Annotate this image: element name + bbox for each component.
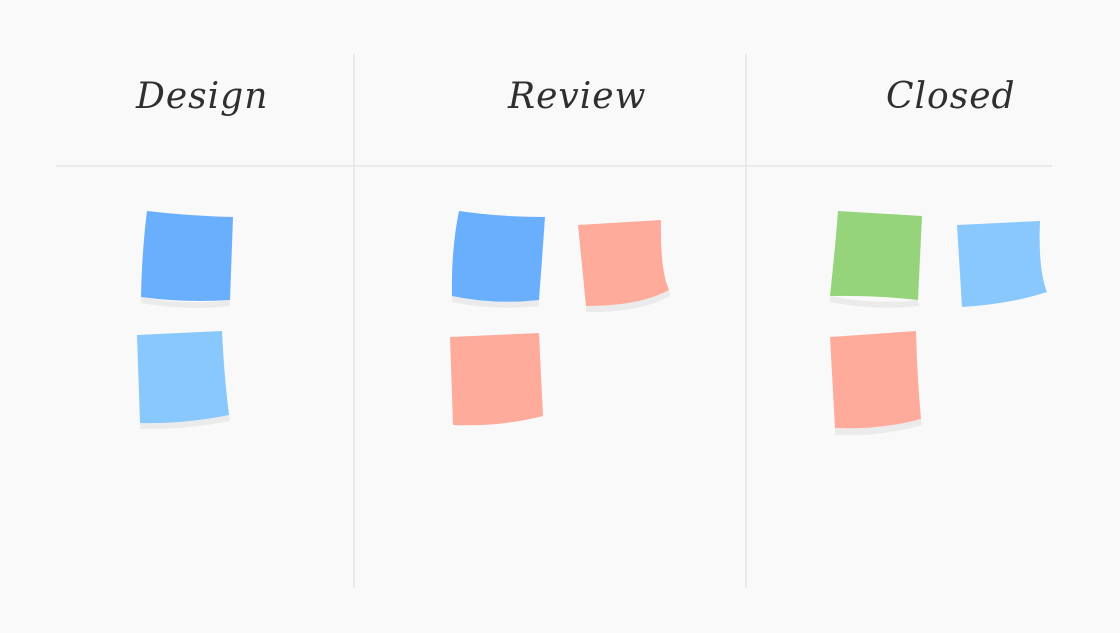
sticky-note[interactable] [830,211,922,300]
column-title-review: Review [508,76,647,117]
column-title-design: Design [136,76,269,117]
sticky-note[interactable] [451,211,545,302]
column-title-closed: Closed [886,76,1016,117]
sticky-note[interactable] [450,333,543,426]
sticky-note[interactable] [137,331,229,424]
sticky-note[interactable] [141,211,233,301]
sticky-note[interactable] [957,221,1047,307]
sticky-note[interactable] [830,331,921,429]
sticky-note[interactable] [578,220,669,306]
